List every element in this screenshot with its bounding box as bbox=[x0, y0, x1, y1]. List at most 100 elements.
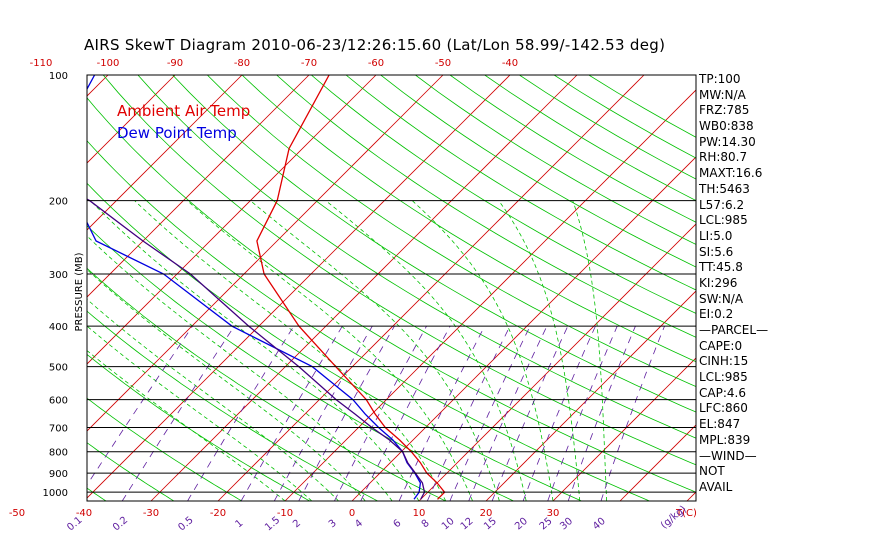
bottom-temp-tick-label: 0 bbox=[349, 508, 355, 519]
top-temp-tick-label: -110 bbox=[30, 58, 53, 69]
top-temp-tick-label: -100 bbox=[97, 58, 120, 69]
mixing-ratio-tick-label: 8 bbox=[420, 518, 432, 531]
pressure-tick-label: 400 bbox=[49, 322, 68, 333]
stats-item: LFC:860 bbox=[699, 401, 748, 416]
stats-item: CINH:15 bbox=[699, 354, 749, 369]
top-temp-tick-label: -50 bbox=[435, 58, 451, 69]
y-axis-label: PRESSURE (MB) bbox=[74, 252, 85, 331]
isotherm-line bbox=[351, 156, 696, 501]
mixing-ratio-tick-label: 3 bbox=[327, 518, 339, 531]
dry-adiabat-line bbox=[87, 97, 696, 493]
moist-adiabat-line bbox=[90, 200, 420, 501]
mixing-ratio-line bbox=[491, 326, 569, 501]
isotherm-line bbox=[87, 75, 444, 432]
temperature-unit-label: T(C) bbox=[675, 508, 697, 519]
isotherm-line bbox=[87, 75, 243, 231]
dry-adiabat-line bbox=[102, 75, 696, 466]
pressure-tick-label: 700 bbox=[49, 424, 68, 435]
bottom-temp-tick-label: -50 bbox=[9, 508, 25, 519]
dry-adiabat-line bbox=[345, 75, 696, 291]
bottom-temp-tick-label: -30 bbox=[143, 508, 159, 519]
top-temp-tick-label: -60 bbox=[368, 58, 384, 69]
stats-item: EI:0.2 bbox=[699, 307, 734, 322]
mixing-ratio-line bbox=[240, 325, 343, 501]
pressure-tick-label: 1000 bbox=[43, 488, 68, 499]
bottom-temp-tick-label: -20 bbox=[210, 508, 226, 519]
mixing-ratio-tick-label: 1 bbox=[234, 518, 246, 531]
dry-adiabat-line bbox=[484, 75, 696, 201]
moist-adiabat-line bbox=[498, 200, 581, 501]
dry-adiabat-line bbox=[87, 310, 378, 501]
pressure-tick-label: 300 bbox=[49, 270, 68, 281]
mixing-ratio-tick-label: 4 bbox=[353, 518, 365, 531]
moist-adiabat-line bbox=[87, 298, 339, 501]
dry-adiabat-line bbox=[172, 75, 696, 413]
isotherm-line bbox=[87, 75, 109, 97]
dew-point-temp-series bbox=[87, 75, 422, 500]
stats-item: PW:14.30 bbox=[699, 134, 756, 149]
dry-adiabat-line bbox=[87, 267, 446, 501]
mixing-ratio-line bbox=[121, 325, 235, 501]
pressure-tick-label: 800 bbox=[49, 448, 68, 459]
moist-adiabat-line bbox=[134, 200, 447, 501]
moist-adiabat-line bbox=[87, 350, 286, 501]
mixing-ratio-line bbox=[87, 325, 193, 486]
stats-item: KI:296 bbox=[699, 275, 738, 290]
bottom-temp-tick-label: -10 bbox=[277, 508, 293, 519]
isotherm-line bbox=[754, 75, 870, 501]
mixing-ratio-tick-label: 0.5 bbox=[176, 515, 195, 534]
bottom-temp-tick-label: 30 bbox=[547, 508, 560, 519]
series-layer bbox=[87, 75, 446, 500]
mixing-ratio-tick-label: 12 bbox=[459, 516, 476, 533]
stats-item: —WIND— bbox=[699, 448, 757, 463]
pressure-tick-label: 200 bbox=[49, 197, 68, 208]
stats-item: WB0:838 bbox=[699, 119, 754, 134]
pressure-tick-label: 900 bbox=[49, 469, 68, 480]
isotherm-line bbox=[0, 75, 41, 501]
stats-item: NOT bbox=[699, 464, 725, 479]
legend-ambient-air-temp: Ambient Air Temp bbox=[117, 102, 251, 120]
dry-adiabat-line bbox=[137, 75, 696, 439]
dry-adiabat-line bbox=[207, 75, 696, 388]
bottom-temp-tick-label: -40 bbox=[76, 508, 92, 519]
top-temp-tick-label: -40 bbox=[502, 58, 518, 69]
chart-title: AIRS SkewT Diagram 2010-06-23/12:26:15.6… bbox=[84, 36, 666, 54]
mixing-ratio-tick-label: 2 bbox=[291, 518, 303, 531]
stats-item: —PARCEL— bbox=[699, 323, 769, 337]
stats-item: CAP:4.6 bbox=[699, 385, 746, 400]
stats-item: LI:5.0 bbox=[699, 228, 733, 243]
isotherm-line bbox=[87, 75, 511, 499]
stats-item: MW:N/A bbox=[699, 87, 746, 102]
moist-adiabat-line bbox=[411, 200, 554, 501]
mixing-ratio-line bbox=[468, 326, 548, 501]
bottom-temp-tick-label: 20 bbox=[480, 508, 493, 519]
moist-adiabat-line bbox=[87, 268, 366, 501]
mixing-ratio-line bbox=[547, 326, 618, 501]
mixing-ratio-line bbox=[298, 325, 395, 501]
stats-item: RH:80.7 bbox=[699, 150, 748, 165]
stats-item: SW:N/A bbox=[699, 291, 744, 306]
mixing-ratio-tick-label: 20 bbox=[513, 516, 530, 533]
dry-adiabat-line bbox=[87, 442, 175, 501]
moist-adiabat-line bbox=[87, 235, 393, 501]
isotherm-line bbox=[87, 75, 377, 365]
dry-adiabat-line bbox=[87, 140, 650, 501]
stats-item: FRZ:785 bbox=[699, 103, 750, 118]
mixing-ratio-line bbox=[360, 326, 451, 501]
moist-adiabat-line bbox=[325, 200, 527, 501]
stats-panel: TP:100 MW:N/A FRZ:785 WB0:838 PW:14.30 RH:80.… bbox=[699, 72, 768, 496]
plot-frame bbox=[86, 74, 697, 502]
mixing-ratio-tick-label: 40 bbox=[591, 516, 608, 533]
dry-adiabat-line bbox=[87, 397, 243, 501]
mixing-ratio-line bbox=[398, 326, 485, 501]
moist-adiabat-line bbox=[250, 200, 500, 501]
isotherm-line bbox=[485, 290, 696, 501]
isotherm-line bbox=[87, 75, 176, 164]
stats-item: AVAIL bbox=[699, 479, 733, 494]
bottom-temp-tick-label: 10 bbox=[413, 508, 426, 519]
stats-item: LCL:985 bbox=[699, 370, 748, 385]
mixing-ratio-tick-label: 0.2 bbox=[111, 515, 130, 534]
dry-adiabat-line bbox=[276, 75, 696, 338]
isotherm-line bbox=[619, 424, 696, 501]
